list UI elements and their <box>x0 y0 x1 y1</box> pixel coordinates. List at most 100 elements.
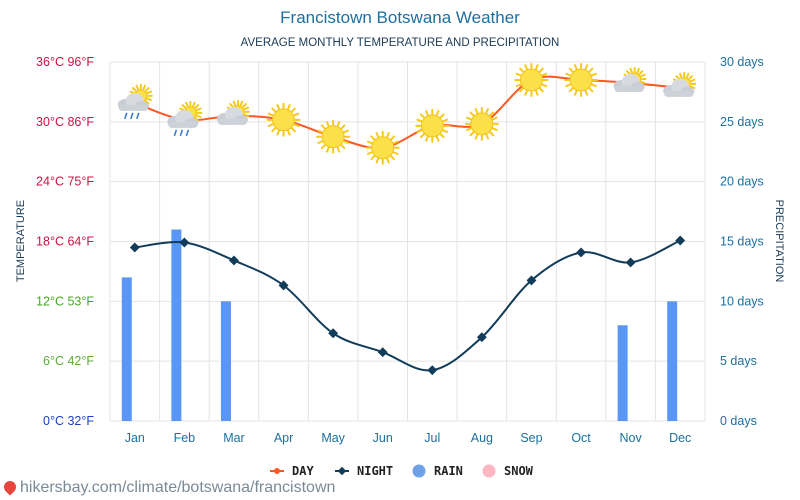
sun-ray <box>491 116 498 121</box>
sun-ray <box>588 67 594 73</box>
legend-item-rain: RAIN <box>412 464 463 478</box>
weather-icons <box>117 62 697 165</box>
legend-item-night: NIGHT <box>335 464 393 478</box>
sun-ray <box>317 140 324 144</box>
sun-ray <box>291 127 296 133</box>
night-point <box>129 242 140 253</box>
sun-ray <box>573 90 578 96</box>
sun-ray <box>392 151 399 155</box>
left-tick-label: 18°C 64°F <box>36 235 94 249</box>
rain-bar <box>667 301 678 421</box>
sun-ray <box>142 84 147 91</box>
rain-drops-icon <box>124 112 140 120</box>
rain-drop <box>136 112 140 120</box>
sun-ray <box>243 113 250 118</box>
footer-link[interactable]: hikersbay.com/climate/botswana/francisto… <box>1 478 336 497</box>
legend-marker <box>274 468 280 474</box>
left-tick-label: 12°C 53°F <box>36 294 94 308</box>
rain-drops-icon <box>173 129 190 137</box>
sun-ray <box>146 90 152 95</box>
sun-ray <box>584 64 589 70</box>
sun-ray <box>466 127 472 131</box>
chart-subtitle: AVERAGE MONTHLY TEMPERATURE AND PRECIPIT… <box>241 37 560 49</box>
sun-ray <box>565 83 571 88</box>
legend-label: DAY <box>292 464 314 478</box>
sun-ray <box>416 118 423 123</box>
month-label: Dec <box>669 431 691 445</box>
sun-ray <box>568 67 574 73</box>
sun-ray <box>293 123 300 127</box>
sun-ray <box>474 108 479 114</box>
night-point <box>476 332 487 343</box>
month-label: Feb <box>174 431 196 445</box>
sun-ray <box>276 104 280 110</box>
sun-ray <box>194 116 200 122</box>
left-tick-label: 30°C 86°F <box>36 115 94 129</box>
sun-ray <box>565 72 571 77</box>
sun-icon <box>365 130 400 165</box>
left-tick-label: 6°C 42°F <box>43 354 94 368</box>
sun-ray <box>386 131 390 138</box>
sun-ray <box>386 157 390 164</box>
sun-ray <box>343 129 349 134</box>
left-axis-title: TEMPERATURE <box>15 200 27 282</box>
sun-ray <box>232 100 237 107</box>
sun-ray <box>638 70 644 75</box>
cloud-base <box>217 118 247 125</box>
rain-drop <box>185 129 190 137</box>
legend: DAY NIGHT RAIN SNOW <box>270 464 534 478</box>
sun-ray <box>688 75 693 80</box>
sun-ray <box>343 140 349 144</box>
rain-bar <box>121 277 132 421</box>
sun-ray <box>588 87 594 93</box>
sun-ray <box>194 104 200 109</box>
sun-disc <box>321 125 345 149</box>
sun-ray <box>366 140 373 145</box>
sun-disc <box>569 68 593 92</box>
rain-drop <box>124 112 128 120</box>
sun-ray <box>239 100 244 107</box>
sun-cloud-icon <box>663 71 697 97</box>
sun-ray <box>195 114 202 119</box>
sun-ray <box>425 110 429 116</box>
sun-ray <box>636 67 640 74</box>
sun-ray <box>485 108 489 114</box>
sun-icon <box>266 102 301 137</box>
sun-ray <box>291 107 296 113</box>
right-tick-label: 20 days <box>720 175 764 189</box>
sun-ray <box>485 133 489 140</box>
sun-ray <box>390 135 396 141</box>
right-tick-label: 5 days <box>720 354 757 368</box>
sun-ray <box>675 75 681 80</box>
sun-ray <box>317 129 324 134</box>
rain-bar <box>220 301 231 421</box>
sun-ray <box>271 107 277 113</box>
month-label: Jun <box>373 431 393 445</box>
left-tick-label: 24°C 75°F <box>36 175 94 189</box>
sun-icon <box>415 108 450 143</box>
sun-icon <box>316 119 351 154</box>
sun-ray <box>144 99 150 105</box>
month-label: Jan <box>125 431 145 445</box>
sun-ray <box>685 72 690 79</box>
sun-cloud-rain-icon <box>117 83 153 120</box>
sun-ray <box>135 84 140 91</box>
rain-bar <box>171 229 182 421</box>
sun-ray <box>366 151 373 155</box>
rain-drop <box>179 129 184 137</box>
sun-icon <box>415 108 450 143</box>
sun-ray <box>195 107 202 112</box>
footer-url: hikersbay.com/climate/botswana/francisto… <box>20 479 336 496</box>
right-tick-label: 10 days <box>720 294 764 308</box>
sun-ray <box>568 87 574 93</box>
sun-ray <box>442 118 449 123</box>
sun-ray <box>573 64 578 70</box>
left-tick-label: 0°C 32°F <box>43 414 94 428</box>
sun-ray <box>336 146 341 153</box>
sun-icon <box>464 106 499 141</box>
right-tick-label: 30 days <box>720 55 764 69</box>
sun-ray <box>541 72 548 77</box>
month-label: Jul <box>424 431 440 445</box>
sun-cloud-rain-icon <box>167 100 203 137</box>
sun-icon <box>316 119 351 154</box>
